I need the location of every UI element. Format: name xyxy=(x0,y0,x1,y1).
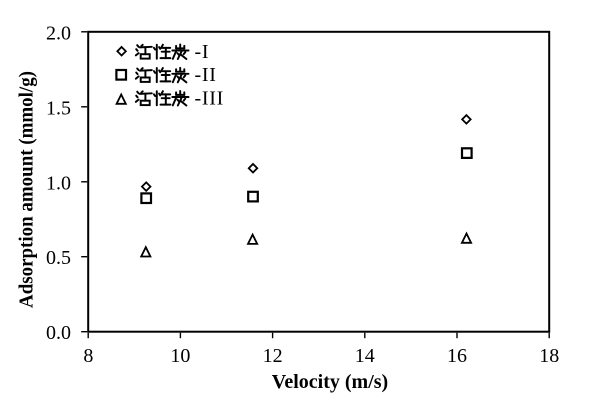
svg-text:-I: -I xyxy=(195,41,210,63)
svg-text:1.5: 1.5 xyxy=(46,97,71,119)
svg-text:-II: -II xyxy=(195,64,217,86)
svg-text:Adsorption amount (mmol/g): Adsorption amount (mmol/g) xyxy=(16,71,38,308)
svg-text:10: 10 xyxy=(170,345,190,367)
svg-text:1.0: 1.0 xyxy=(46,172,71,194)
svg-text:16: 16 xyxy=(447,345,467,367)
svg-text:0.0: 0.0 xyxy=(46,322,71,344)
svg-text:Velocity (m/s): Velocity (m/s) xyxy=(272,371,388,393)
svg-text:-III: -III xyxy=(195,87,224,109)
svg-text:14: 14 xyxy=(355,345,375,367)
svg-text:12: 12 xyxy=(263,345,283,367)
svg-text:0.5: 0.5 xyxy=(46,247,71,269)
svg-text:18: 18 xyxy=(539,345,559,367)
svg-text:2.0: 2.0 xyxy=(46,22,71,44)
svg-text:8: 8 xyxy=(83,345,93,367)
